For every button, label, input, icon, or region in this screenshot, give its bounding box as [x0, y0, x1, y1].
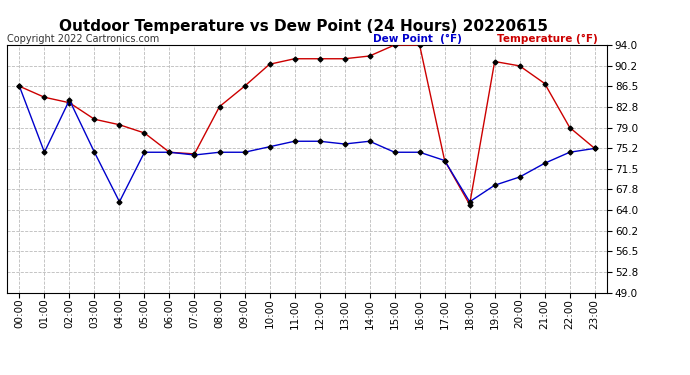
Text: Dew Point  (°F): Dew Point (°F) — [373, 34, 462, 44]
Text: Outdoor Temperature vs Dew Point (24 Hours) 20220615: Outdoor Temperature vs Dew Point (24 Hou… — [59, 19, 548, 34]
Text: Copyright 2022 Cartronics.com: Copyright 2022 Cartronics.com — [7, 34, 159, 44]
Text: Temperature (°F): Temperature (°F) — [497, 34, 598, 44]
